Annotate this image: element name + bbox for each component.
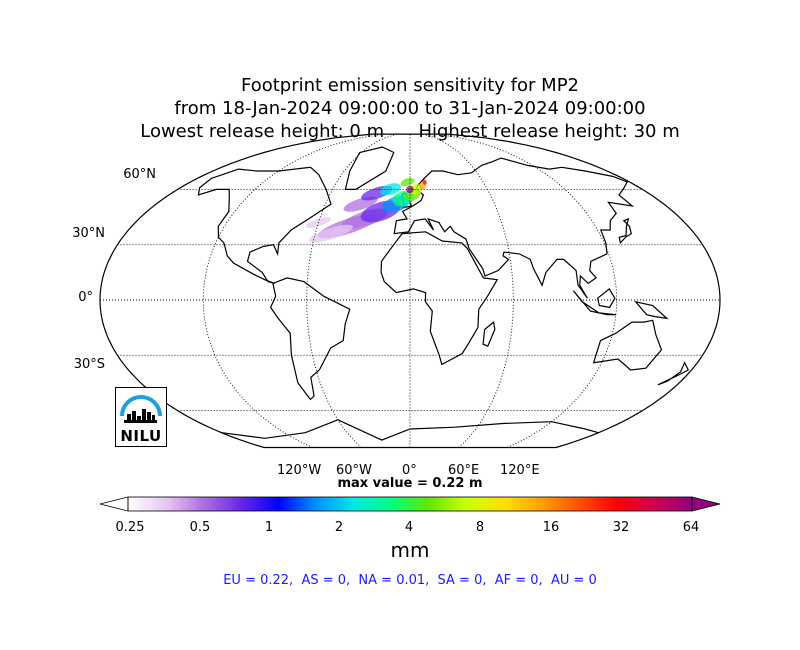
colorbar-gradient [128,497,692,511]
max-value-label: max value = 0.22 m [337,476,483,491]
colorbar-tick-label: 8 [475,520,485,535]
meridian-line [306,134,398,448]
title-line-3: Lowest release height: 0 m Highest relea… [140,121,680,142]
land-outline-north-america [197,166,332,284]
regional-values: EU = 0.22, AS = 0, NA = 0.01, SA = 0, AF… [223,573,597,588]
land-outline-south-america [269,277,351,401]
lon-label-120w: 120°W [277,463,322,478]
land-outline-africa [380,231,499,366]
colorbar-max-arrow [691,496,721,512]
lon-label-60w: 60°W [336,463,372,478]
nilu-logo-text: NILU [120,427,162,445]
land-outline-new-zealand [657,361,690,386]
colorbar-tick-label: 1 [264,520,274,535]
colorbar-tick-label: 64 [682,520,700,535]
colorbar-frame [127,496,693,512]
plume-patch [400,177,415,187]
land-outline-borneo [597,288,616,309]
plume-patch [422,179,427,185]
nilu-logo: NILU [115,387,167,447]
colorbar-tick-label: 16 [542,520,560,535]
meridian-line [435,134,618,448]
colorbar-tick-label: 32 [612,520,630,535]
lon-label-0: 0° [402,463,417,478]
lat-label-60n: 60°N [123,167,156,182]
land-outline-new-guinea [633,300,669,320]
lat-label-equator: 0° [78,290,93,305]
colorbar-tick-label: 2 [334,520,344,535]
land-outlines [197,146,690,441]
title-line-1: Footprint emission sensitivity for MP2 [240,75,579,96]
colorbar-unit-label: mm [390,538,430,562]
meridian-line [422,134,514,448]
land-outline-greenland [344,146,395,190]
land-outline-australia [592,319,663,371]
emission-sensitivity-plume [305,177,427,243]
colorbar-min-arrow [99,496,129,512]
title-line-2: from 18-Jan-2024 09:00:00 to 31-Jan-2024… [174,98,646,119]
lat-label-30n: 30°N [72,226,105,241]
lat-label-30s: 30°S [73,357,105,372]
plume-patch [308,224,353,243]
colorbar-tick-label: 4 [404,520,414,535]
colorbar-tick-label: 0.5 [189,520,211,535]
globe-outline [99,133,721,449]
lon-label-60e: 60°E [448,463,480,478]
colorbar [99,496,721,512]
land-outline-indonesia [572,290,616,316]
colorbar-tick-label: 0.25 [115,520,145,535]
land-outline-madagascar [482,320,496,347]
land-outline-japan [618,217,632,245]
nilu-logo-graphic [120,395,162,423]
map-title: Footprint emission sensitivity for MP2 f… [0,74,800,143]
graticule [100,134,720,448]
land-outline-eurasia [393,157,635,299]
lon-label-120e: 120°E [500,463,540,478]
meridian-line [202,134,385,448]
